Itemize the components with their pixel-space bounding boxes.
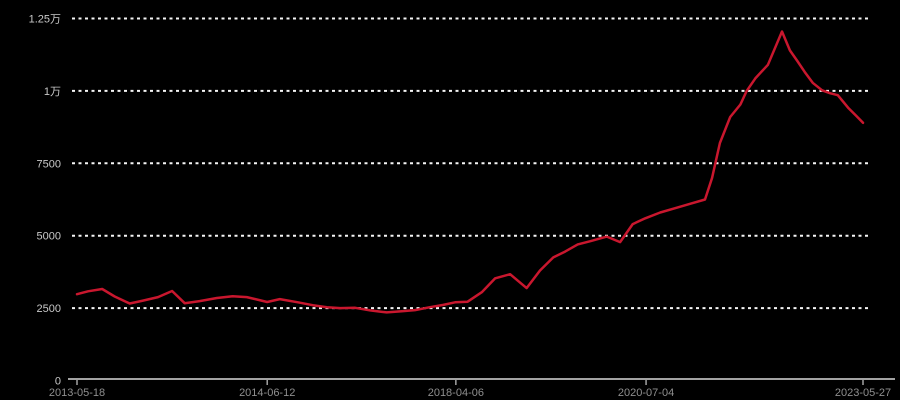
x-axis-label: 2014-06-12: [239, 387, 295, 399]
x-axis-label: 2018-04-06: [428, 387, 484, 399]
y-axis-label: 7500: [37, 158, 61, 170]
y-axis-label: 1万: [44, 86, 61, 98]
y-axis-label: 1.25万: [29, 14, 61, 26]
y-axis-label: 5000: [37, 231, 61, 243]
y-axis-label: 0: [55, 376, 61, 388]
y-axis-label: 2500: [37, 303, 61, 315]
x-axis-label: 2020-07-04: [618, 387, 674, 399]
x-axis-label: 2013-05-18: [49, 387, 105, 399]
x-axis-label: 2023-05-27: [835, 387, 891, 399]
data-series-line[interactable]: [75, 30, 865, 314]
